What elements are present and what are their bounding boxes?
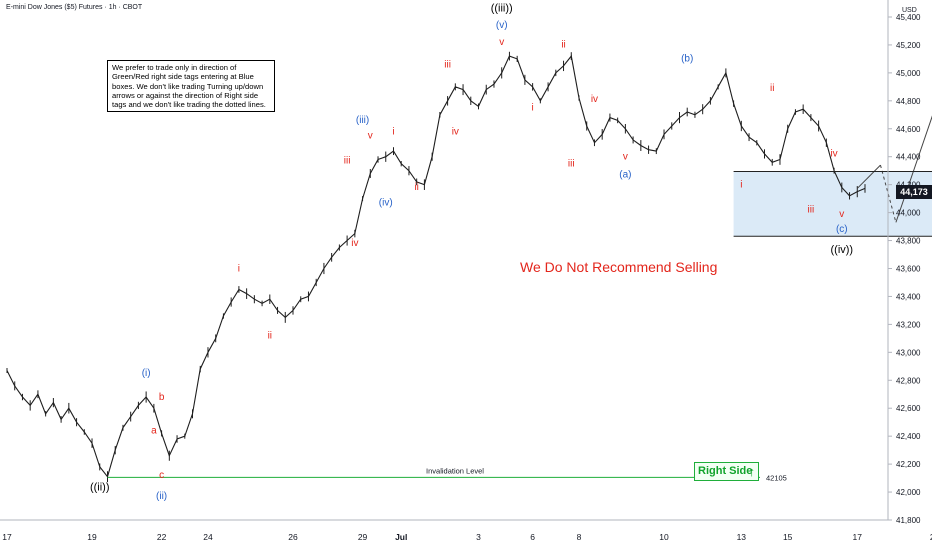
projection-lines <box>856 115 932 223</box>
arrow-up-icon: ↑ <box>748 464 756 479</box>
y-tick-label: 42,200 <box>896 460 921 469</box>
wave-label: ii <box>414 182 418 193</box>
projection-segment <box>856 164 881 189</box>
wave-label: v <box>499 37 504 48</box>
wave-label: ((ii)) <box>90 482 110 494</box>
x-tick-label: 22 <box>157 532 167 542</box>
invalidation-label: Invalidation Level <box>426 466 484 475</box>
current-price-badge: 44,173 <box>896 185 932 199</box>
y-tick-label: 42,800 <box>896 376 921 385</box>
projection-segment <box>895 115 932 223</box>
note-box: We prefer to trade only in direction of … <box>107 60 275 113</box>
wave-label: i <box>532 103 534 114</box>
wave-label: iv <box>452 126 459 137</box>
fib-levels: 1 (44294)1.618 (43831)Invalidation Level… <box>107 171 932 482</box>
wave-label: (i) <box>142 368 151 379</box>
wave-label: iv <box>351 238 358 249</box>
right-side-label: Right Side <box>698 465 753 477</box>
y-tick-label: 45,000 <box>896 69 921 78</box>
x-tick-label: 17 <box>853 532 863 542</box>
wave-label: (a) <box>619 170 631 181</box>
currency-label: USD <box>902 7 917 14</box>
y-tick-label: 44,000 <box>896 209 921 218</box>
x-tick-label: 20 <box>930 532 932 542</box>
wave-label: iii <box>444 59 451 70</box>
right-side-tag: Right Side ↑ <box>694 462 759 481</box>
blue-box <box>733 171 932 237</box>
y-tick-label: 45,200 <box>896 41 921 50</box>
wave-label: v <box>839 209 844 220</box>
y-tick-label: 44,800 <box>896 97 921 106</box>
x-tick-label: Jul <box>395 532 407 542</box>
wave-label: v <box>623 152 628 163</box>
price-series <box>6 51 866 483</box>
x-tick-label: 26 <box>288 532 298 542</box>
x-tick-label: 29 <box>358 532 368 542</box>
wave-label: (b) <box>681 54 693 65</box>
wave-label: i <box>392 126 394 137</box>
recommendation-text: We Do Not Recommend Selling <box>520 259 718 275</box>
x-tick-label: 8 <box>577 532 582 542</box>
y-tick-label: 43,800 <box>896 237 921 246</box>
x-tick-label: 6 <box>530 532 535 542</box>
wave-label: (v) <box>496 20 508 31</box>
y-tick-label: 42,400 <box>896 432 921 441</box>
x-tick-label: 13 <box>737 532 747 542</box>
wave-label: (c) <box>836 224 848 235</box>
y-tick-label: 42,600 <box>896 404 921 413</box>
x-tick-label: 10 <box>659 532 669 542</box>
y-tick-label: 45,400 <box>896 13 921 22</box>
wave-label: b <box>159 392 165 403</box>
wave-label: i <box>740 179 742 190</box>
wave-label: ii <box>770 83 774 94</box>
wave-label: ((iii)) <box>491 2 513 14</box>
wave-label: (ii) <box>156 491 167 502</box>
price-line <box>6 54 866 478</box>
y-tick-label: 43,000 <box>896 348 921 357</box>
wave-label: v <box>368 131 373 142</box>
wave-label: ii <box>268 330 272 341</box>
wave-label: iii <box>344 156 351 167</box>
y-tick-label: 44,400 <box>896 153 921 162</box>
wave-label: i <box>238 263 240 274</box>
target-box <box>733 171 932 237</box>
wave-labels: ((ii))(i)abc(ii)iiiiiiivv(iii)(iv)iiiiii… <box>90 2 853 502</box>
y-tick-label: 43,600 <box>896 264 921 273</box>
wave-label: (iii) <box>356 115 369 126</box>
wave-label: iv <box>830 149 837 160</box>
wave-label: iv <box>591 94 598 105</box>
y-tick-label: 44,600 <box>896 125 921 134</box>
wave-label: c <box>159 470 164 481</box>
x-tick-label: 15 <box>783 532 793 542</box>
x-tick-label: 24 <box>203 532 213 542</box>
y-tick-label: 42,000 <box>896 488 921 497</box>
y-tick-label: 41,800 <box>896 516 921 525</box>
x-tick-label: 19 <box>87 532 97 542</box>
y-tick-label: 43,200 <box>896 320 921 329</box>
wave-label: iii <box>568 158 575 169</box>
wave-label: ((iv)) <box>831 244 854 256</box>
wave-label: iii <box>808 205 815 216</box>
wave-label: ii <box>561 40 565 51</box>
x-tick-label: 3 <box>476 532 481 542</box>
symbol-title: E-mini Dow Jones ($5) Futures · 1h · CBO… <box>6 4 143 11</box>
projection-segment <box>879 164 897 223</box>
wave-label: a <box>151 425 157 436</box>
x-tick-label: 17 <box>2 532 12 542</box>
y-tick-label: 43,400 <box>896 292 921 301</box>
invalidation-price-label: 42105 <box>766 473 787 482</box>
wave-label: (iv) <box>379 198 393 209</box>
